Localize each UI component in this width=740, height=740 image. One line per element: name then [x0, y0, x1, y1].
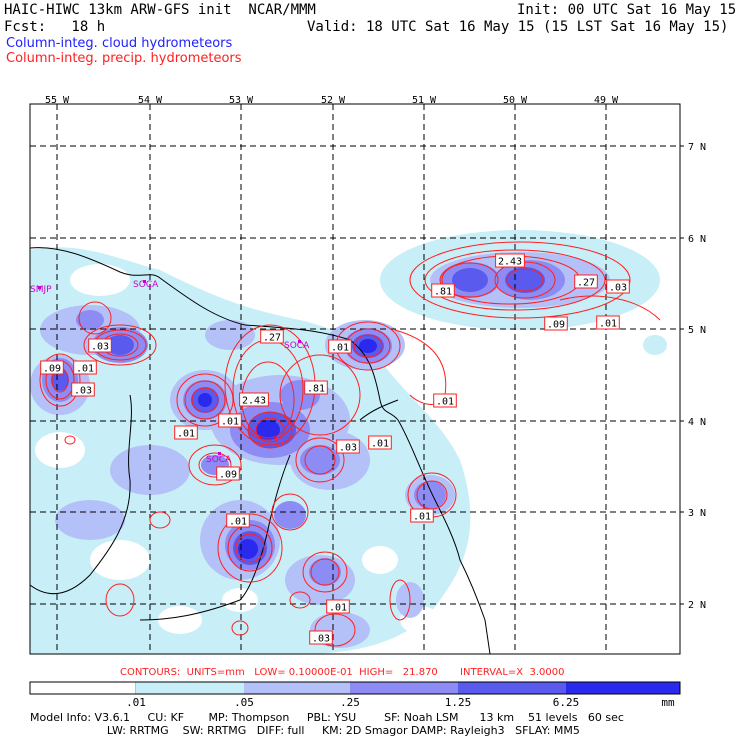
- lon-label: 53 W: [229, 95, 254, 106]
- contour-label-box: [304, 380, 328, 395]
- plot-frame: [29, 103, 681, 655]
- contour-labels: .03.09.01.03.27.012.43.81.01.01.09.03.01…: [40, 253, 630, 645]
- contour-label-box: [309, 630, 333, 645]
- lat-label: 6 N: [688, 234, 706, 245]
- lon-label: 54 W: [138, 95, 163, 106]
- contour-label: .03: [74, 386, 92, 397]
- station-markers: [38, 280, 301, 455]
- station-label: SOCA: [284, 341, 310, 351]
- colorbar-tick: .01: [126, 696, 146, 709]
- model-info-line1: Model Info: V3.6.1 CU: KF MP: Thompson P…: [30, 711, 624, 724]
- contour-label: .81: [434, 287, 452, 298]
- station-labels: SMJP SOCA SOCA SOCA: [30, 280, 310, 465]
- contour-label: .01: [221, 417, 239, 428]
- contour-label-box: [88, 338, 112, 353]
- contour-label-box: [260, 329, 284, 344]
- contour-label-box: [606, 279, 630, 294]
- contour-label: .01: [413, 512, 431, 523]
- contour-label: .09: [547, 320, 565, 331]
- lon-label: 52 W: [321, 95, 346, 106]
- contour-label: .01: [436, 397, 454, 408]
- lat-label: 5 N: [688, 325, 706, 336]
- lat-label: 2 N: [688, 600, 706, 611]
- lon-label: 51 W: [412, 95, 437, 106]
- precip-contours: [39, 241, 661, 647]
- contour-label-box: [216, 466, 240, 481]
- colorbar-tick: .05: [234, 696, 254, 709]
- lon-labels: 55 W 54 W 53 W 52 W 51 W 50 W 49 W: [45, 95, 619, 106]
- contour-label-box: [495, 253, 525, 268]
- contour-label: .03: [609, 283, 627, 294]
- contour-label: .03: [339, 443, 357, 454]
- contour-label-box: [574, 274, 598, 289]
- contour-label-box: [71, 382, 95, 397]
- contour-label-box: [433, 393, 457, 408]
- lat-ticks: [680, 145, 684, 605]
- contour-label: .01: [331, 343, 349, 354]
- colorbar-tick: .25: [340, 696, 360, 709]
- lat-label: 3 N: [688, 508, 706, 519]
- colorbar-tick: 1.25: [444, 696, 472, 709]
- valid-time: Valid: 18 UTC Sat 16 May 15 (15 LST Sat …: [307, 19, 729, 35]
- contour-label: .01: [371, 439, 389, 450]
- colorbar-units: mm: [661, 696, 675, 709]
- contour-label: .03: [312, 634, 330, 645]
- model-info-line2: LW: RRTMG SW: RRTMG DIFF: full KM: 2D Sm…: [30, 724, 580, 737]
- run-title: HAIC-HIWC 13km ARW-GFS init NCAR/MMM: [4, 2, 316, 18]
- contour-label: .09: [219, 470, 237, 481]
- contour-label-box: [596, 315, 620, 330]
- contour-label-box: [431, 283, 455, 298]
- contour-label-box: [328, 339, 352, 354]
- contour-label-box: [73, 360, 97, 375]
- lat-label: 4 N: [688, 417, 706, 428]
- contour-label: .03: [91, 342, 109, 353]
- contour-label: .01: [76, 364, 94, 375]
- forecast-hour: Fcst: 18 h: [4, 19, 106, 35]
- lat-lon-grid: [30, 104, 680, 654]
- contour-label: .01: [329, 603, 347, 614]
- contour-label-box: [239, 392, 269, 407]
- contour-label: .27: [577, 278, 595, 289]
- lon-label: 49 W: [594, 95, 619, 106]
- lon-label: 50 W: [503, 95, 528, 106]
- contour-label: .09: [43, 364, 61, 375]
- contour-label-box: [410, 508, 434, 523]
- station-label: SMJP: [30, 285, 52, 295]
- lat-labels: 7 N 6 N 5 N 4 N 3 N 2 N: [688, 142, 706, 611]
- contour-label-box: [336, 439, 360, 454]
- contour-label-box: [544, 316, 568, 331]
- contour-label-box: [368, 435, 392, 450]
- contour-label: .01: [599, 319, 617, 330]
- contour-label: .01: [229, 517, 247, 528]
- station-label: SOCA: [206, 455, 232, 465]
- coastline: [30, 247, 491, 654]
- colorbar-tick: 6.25: [552, 696, 580, 709]
- contour-label-box: [40, 360, 64, 375]
- contour-info: CONTOURS: UNITS=mm LOW= 0.10000E-01 HIGH…: [120, 667, 565, 678]
- station-label: SOCA: [133, 280, 159, 290]
- contour-label-box: [218, 413, 242, 428]
- field-cloud-label: Column-integ. cloud hydrometeors: [6, 36, 233, 51]
- contour-label: .01: [177, 429, 195, 440]
- field-precip-label: Column-integ. precip. hydrometeors: [6, 51, 242, 66]
- lat-label: 7 N: [688, 142, 706, 153]
- contour-label-box: [226, 513, 250, 528]
- color-bar: [29, 681, 681, 695]
- contour-label: 2.43: [242, 396, 266, 407]
- lon-label: 55 W: [45, 95, 70, 106]
- contour-label-box: [174, 425, 198, 440]
- contour-label: .81: [307, 384, 325, 395]
- contour-label: 2.43: [498, 257, 522, 268]
- contour-label-box: [326, 599, 350, 614]
- contour-label: .27: [263, 333, 281, 344]
- init-time: Init: 00 UTC Sat 16 May 15: [517, 2, 737, 18]
